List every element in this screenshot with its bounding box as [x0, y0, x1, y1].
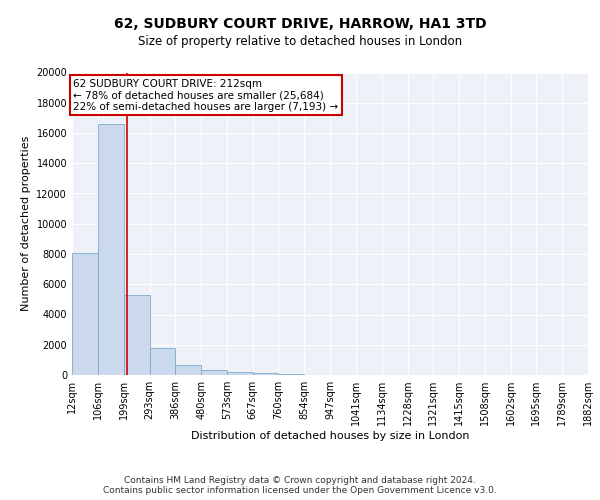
Bar [201, 370, 227, 375]
Text: 62, SUDBURY COURT DRIVE, HARROW, HA1 3TD: 62, SUDBURY COURT DRIVE, HARROW, HA1 3TD [113, 18, 487, 32]
Bar [98, 124, 124, 375]
Text: Size of property relative to detached houses in London: Size of property relative to detached ho… [138, 35, 462, 48]
Bar [227, 372, 253, 375]
Bar [278, 374, 304, 375]
Text: Contains HM Land Registry data © Crown copyright and database right 2024.
Contai: Contains HM Land Registry data © Crown c… [103, 476, 497, 495]
Text: 62 SUDBURY COURT DRIVE: 212sqm
← 78% of detached houses are smaller (25,684)
22%: 62 SUDBURY COURT DRIVE: 212sqm ← 78% of … [73, 78, 338, 112]
Bar [175, 365, 201, 375]
Bar [124, 295, 149, 375]
X-axis label: Distribution of detached houses by size in London: Distribution of detached houses by size … [191, 431, 469, 441]
Bar [253, 374, 278, 375]
Bar [149, 348, 175, 375]
Bar [72, 253, 98, 375]
Y-axis label: Number of detached properties: Number of detached properties [21, 136, 31, 312]
